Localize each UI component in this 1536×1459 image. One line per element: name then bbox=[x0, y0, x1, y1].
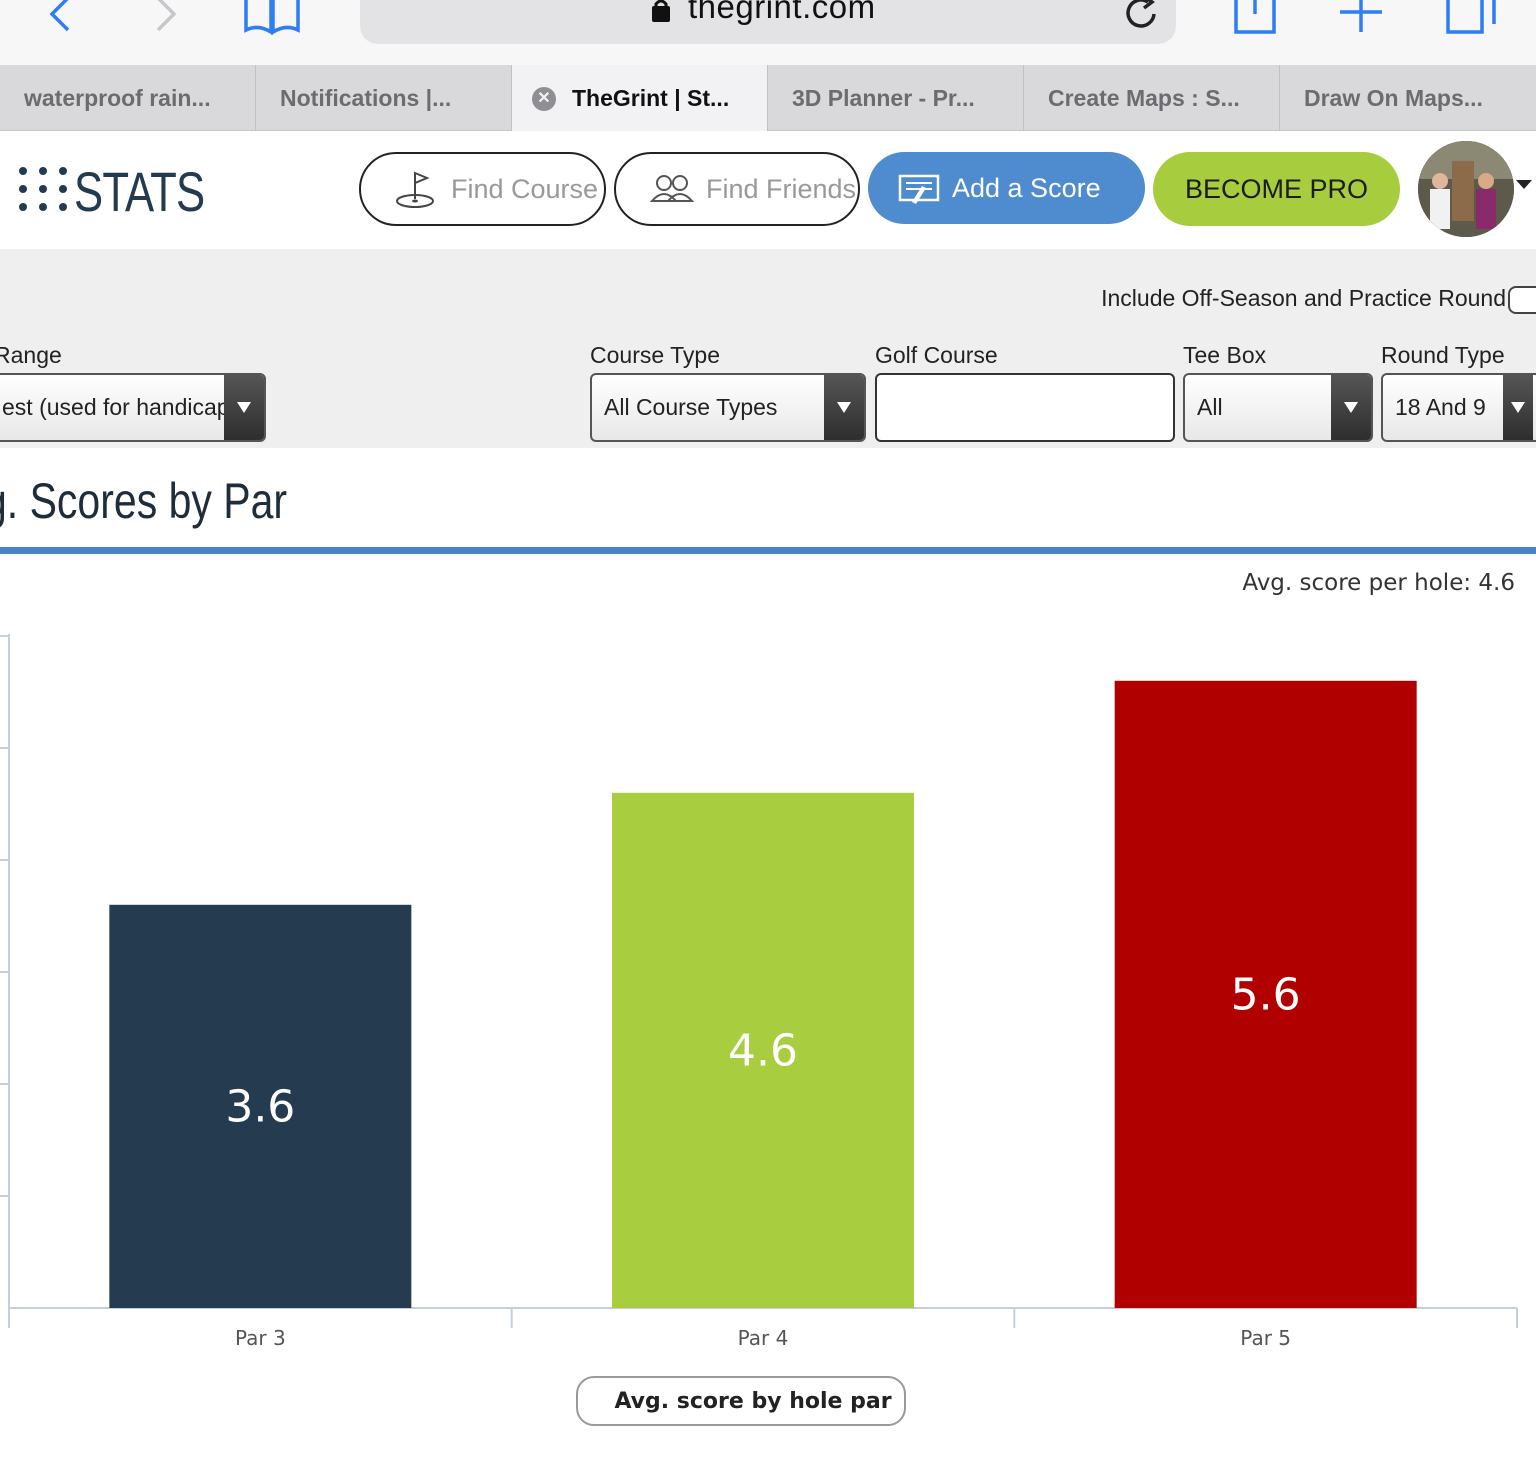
bar-par-4 bbox=[612, 792, 914, 1308]
round-type-select[interactable]: 18 And 9 bbox=[1381, 373, 1536, 442]
grid-dots-icon[interactable] bbox=[18, 166, 70, 217]
become-pro-button[interactable]: BECOME PRO bbox=[1153, 152, 1400, 226]
offseason-checkbox[interactable] bbox=[1508, 286, 1536, 314]
dropdown-arrow-icon bbox=[1503, 375, 1533, 440]
tab-label: TheGrint | St... bbox=[572, 84, 730, 111]
dropdown-arrow-icon bbox=[1331, 375, 1371, 440]
round-type-value: 18 And 9 bbox=[1395, 394, 1486, 420]
tabs-overview-icon[interactable] bbox=[1444, 0, 1500, 36]
lock-icon bbox=[650, 0, 672, 27]
bar-par-3 bbox=[109, 904, 412, 1308]
x-tick-label: Par 5 bbox=[1240, 1326, 1291, 1350]
bar-chart: 3.6 Par 3 4.6 Par 4 5.6 Par 5 bbox=[0, 634, 1518, 1350]
bookmarks-icon[interactable] bbox=[244, 0, 300, 36]
find-friends-label: Find Friends bbox=[706, 173, 857, 204]
tab-create-maps[interactable]: Create Maps : S... bbox=[1024, 65, 1280, 131]
tab-draw-on-maps[interactable]: Draw On Maps... bbox=[1280, 65, 1536, 131]
stats-logo[interactable]: STATS bbox=[74, 160, 205, 223]
filter-panel: Include Off-Season and Practice Round Ra… bbox=[0, 249, 1536, 448]
tab-thegrint[interactable]: ✕ TheGrint | St... bbox=[512, 65, 768, 131]
share-icon[interactable] bbox=[1232, 0, 1278, 36]
dropdown-arrow-icon bbox=[224, 375, 264, 440]
new-tab-icon[interactable] bbox=[1338, 0, 1384, 36]
offseason-label: Include Off-Season and Practice Round bbox=[1101, 285, 1506, 311]
x-tick-label: Par 4 bbox=[738, 1326, 789, 1350]
tab-3d-planner[interactable]: 3D Planner - Pr... bbox=[768, 65, 1024, 131]
site-header: STATS Find Course Find Friends Add a Sco… bbox=[0, 131, 1536, 249]
round-type-label: Round Type bbox=[1381, 342, 1505, 368]
range-label: Range bbox=[0, 342, 62, 368]
course-type-value: All Course Types bbox=[604, 394, 778, 420]
find-course-label: Find Course bbox=[451, 173, 599, 204]
bar-par-5 bbox=[1114, 680, 1417, 1308]
close-tab-icon[interactable]: ✕ bbox=[532, 87, 556, 111]
chart-container: Avg. score per hole: 4.6 3.6 Par 3 4.6 Par … bbox=[0, 554, 1536, 1459]
golf-flag-icon bbox=[395, 169, 439, 209]
tab-waterproof[interactable]: waterproof rain... bbox=[0, 65, 256, 131]
dropdown-arrow-icon bbox=[824, 375, 864, 440]
tab-label: waterproof rain... bbox=[24, 84, 211, 111]
x-tick-label: Par 3 bbox=[235, 1326, 286, 1350]
tab-label: Create Maps : S... bbox=[1048, 84, 1240, 111]
tee-box-value: All bbox=[1197, 394, 1223, 420]
forward-icon[interactable] bbox=[152, 0, 182, 34]
find-course-button[interactable]: Find Course bbox=[359, 152, 606, 226]
back-icon[interactable] bbox=[44, 0, 74, 34]
tab-label: 3D Planner - Pr... bbox=[792, 84, 975, 111]
section-title: g. Scores by Par bbox=[0, 473, 288, 529]
reload-icon[interactable] bbox=[1122, 0, 1162, 37]
section-divider bbox=[0, 547, 1536, 554]
add-score-button[interactable]: Add a Score bbox=[868, 152, 1145, 224]
address-bar[interactable] bbox=[360, 0, 1176, 44]
tab-notifications[interactable]: Notifications |... bbox=[256, 65, 512, 131]
data-label: 3.6 bbox=[225, 1081, 295, 1132]
golf-course-input[interactable] bbox=[875, 373, 1175, 442]
browser-toolbar: thegrint.com bbox=[0, 0, 1536, 65]
scorecard-icon bbox=[898, 172, 940, 204]
legend-label: Avg. score by hole par bbox=[614, 1388, 892, 1414]
course-type-select[interactable]: All Course Types bbox=[590, 373, 866, 442]
data-label: 4.6 bbox=[728, 1025, 798, 1076]
tab-bar: waterproof rain... Notifications |... ✕ … bbox=[0, 65, 1536, 131]
url-text[interactable]: thegrint.com bbox=[688, 0, 876, 25]
range-select[interactable]: est (used for handicap) bbox=[0, 373, 266, 442]
tee-box-select[interactable]: All bbox=[1183, 373, 1373, 442]
chevron-down-icon[interactable] bbox=[1516, 180, 1532, 189]
avatar[interactable] bbox=[1418, 141, 1514, 237]
chart-legend[interactable]: Avg. score by hole par bbox=[576, 1376, 906, 1426]
tab-label: Notifications |... bbox=[280, 84, 452, 111]
find-friends-button[interactable]: Find Friends bbox=[614, 152, 860, 226]
golf-course-label: Golf Course bbox=[875, 342, 998, 368]
add-score-label: Add a Score bbox=[952, 172, 1101, 203]
course-type-label: Course Type bbox=[590, 342, 720, 368]
data-label: 5.6 bbox=[1231, 969, 1301, 1020]
range-value: est (used for handicap) bbox=[2, 394, 238, 420]
friends-icon bbox=[650, 173, 694, 205]
tab-label: Draw On Maps... bbox=[1304, 84, 1483, 111]
avg-score-annotation: Avg. score per hole: 4.6 bbox=[1242, 570, 1515, 596]
tee-box-label: Tee Box bbox=[1183, 342, 1267, 368]
